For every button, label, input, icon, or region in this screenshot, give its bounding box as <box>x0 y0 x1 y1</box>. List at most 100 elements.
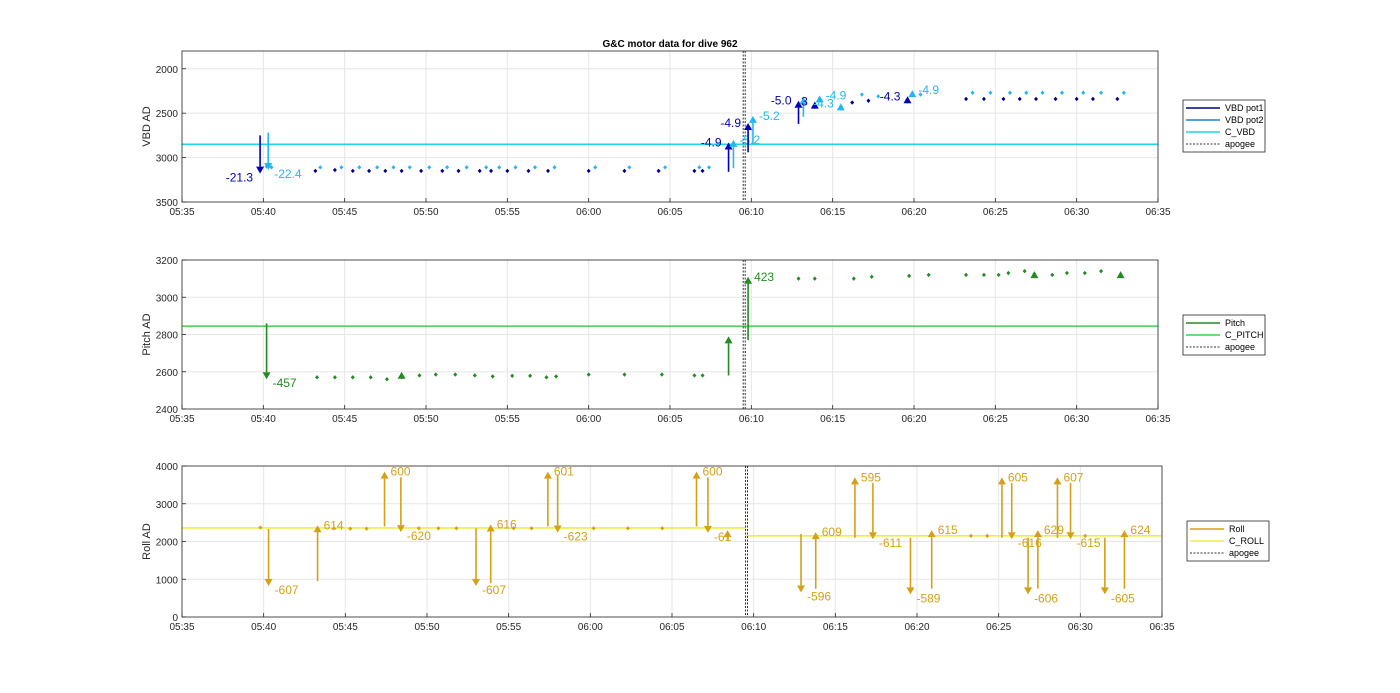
data-point <box>907 273 912 279</box>
move-label: 423 <box>754 270 774 284</box>
move-label: -22.4 <box>274 167 302 181</box>
data-point-pot2 <box>269 165 274 170</box>
data-point-pot1 <box>1034 96 1038 102</box>
move-label: -5.2 <box>739 133 760 147</box>
x-tick-label: 05:45 <box>332 414 357 425</box>
move-arrow-head <box>850 477 859 485</box>
data-point <box>332 375 337 380</box>
x-tick-label: 06:10 <box>739 414 764 425</box>
move-label: 614 <box>324 518 344 532</box>
data-point <box>348 526 353 531</box>
data-point-pot2 <box>484 165 489 170</box>
data-point-pot1 <box>489 168 494 174</box>
data-point <box>510 373 515 379</box>
move-label: 624 <box>1130 523 1150 537</box>
chart-panel-1: 05:35 05:40 05:45 05:50 05:55 06:00 06:05 06:10… <box>141 50 1266 218</box>
data-point-pot1 <box>1053 96 1058 102</box>
move-label: 600 <box>703 465 723 479</box>
x-tick-label: 06:30 <box>1064 414 1089 425</box>
data-point <box>926 272 931 278</box>
data-point <box>659 372 664 377</box>
move-label: 615 <box>938 523 958 537</box>
data-point <box>812 276 817 281</box>
move-arrow-head <box>1066 532 1075 540</box>
legend-label: C_VBD <box>1225 127 1256 137</box>
move-arrow-head <box>997 477 1006 485</box>
y-tick-label: 4000 <box>156 462 179 473</box>
move-label: -4.3 <box>813 96 834 110</box>
move-arrow-head <box>797 585 806 593</box>
x-tick-label: 06:05 <box>657 414 682 425</box>
move-arrow-head <box>744 276 753 284</box>
x-tick-label: 06:10 <box>739 207 764 218</box>
data-point-pot2 <box>593 165 598 170</box>
y-tick-label: 3000 <box>156 293 179 304</box>
y-tick-label: 2600 <box>156 368 179 379</box>
move-arrow-head <box>397 371 406 379</box>
move-arrow-head <box>486 524 495 532</box>
move-arrow-head <box>1033 530 1042 538</box>
data-point-pot2 <box>1040 90 1045 95</box>
x-tick-label: 06:35 <box>1145 414 1170 425</box>
chart-panel-2: 05:35 05:40 05:45 05:50 05:55 06:00 06:05 06:10… <box>141 256 1266 425</box>
move-label: -457 <box>273 376 297 390</box>
y-tick-label: 2000 <box>156 538 179 549</box>
x-tick-label: 06:05 <box>659 622 684 633</box>
data-point <box>985 533 990 539</box>
x-tick-label: 06:25 <box>986 622 1011 633</box>
data-point <box>350 375 355 380</box>
x-tick-label: 06:20 <box>901 414 926 425</box>
data-point-pot1 <box>1001 96 1006 102</box>
data-point-pot2 <box>375 165 380 170</box>
axes-frame <box>181 50 1159 203</box>
x-tick-label: 05:35 <box>169 207 194 218</box>
move-label: 600 <box>391 465 411 479</box>
x-tick-label: 05:45 <box>333 622 358 633</box>
move-arrow-head <box>836 103 845 111</box>
data-point <box>416 526 421 531</box>
data-point-pot1 <box>1090 96 1095 102</box>
move-label: -4.9 <box>720 116 741 130</box>
data-point-pot1 <box>586 168 591 174</box>
data-point-pot2 <box>464 165 469 170</box>
move-arrow-head <box>1100 587 1109 595</box>
move-arrow-head <box>380 471 389 479</box>
data-point <box>453 372 458 377</box>
data-point-pot1 <box>866 98 871 103</box>
data-point-pot1 <box>477 168 482 174</box>
move-label: -607 <box>482 583 506 597</box>
move-arrow-head <box>810 101 819 109</box>
move-arrow-head <box>723 530 732 538</box>
data-point-pot1 <box>456 168 461 174</box>
move-arrow-head <box>264 163 273 171</box>
data-point <box>511 526 516 531</box>
x-tick-label: 05:55 <box>495 414 520 425</box>
data-point <box>384 377 389 382</box>
x-tick-label: 05:55 <box>496 622 521 633</box>
data-point <box>996 272 1001 278</box>
data-point <box>433 372 438 377</box>
data-point <box>1064 270 1069 276</box>
move-arrow-head <box>868 532 877 540</box>
move-label: -606 <box>1034 591 1058 605</box>
x-tick-label: 05:40 <box>251 207 276 218</box>
x-tick-label: 05:35 <box>169 414 194 425</box>
data-point <box>1082 270 1087 276</box>
move-label: -589 <box>916 591 940 605</box>
legend-label: apogee <box>1229 548 1259 558</box>
data-point-pot2 <box>1024 90 1029 95</box>
data-point-pot2 <box>339 165 344 170</box>
data-point-pot2 <box>427 165 432 170</box>
data-point <box>968 533 973 539</box>
move-arrow-head <box>543 471 552 479</box>
data-point-pot2 <box>859 92 864 97</box>
move-label: 595 <box>861 470 881 484</box>
data-point-pot1 <box>350 168 355 174</box>
move-label: 601 <box>554 465 574 479</box>
move-arrow-head <box>903 96 912 104</box>
x-tick-label: 06:05 <box>657 207 682 218</box>
data-point <box>625 526 630 531</box>
x-tick-label: 06:30 <box>1064 207 1089 218</box>
